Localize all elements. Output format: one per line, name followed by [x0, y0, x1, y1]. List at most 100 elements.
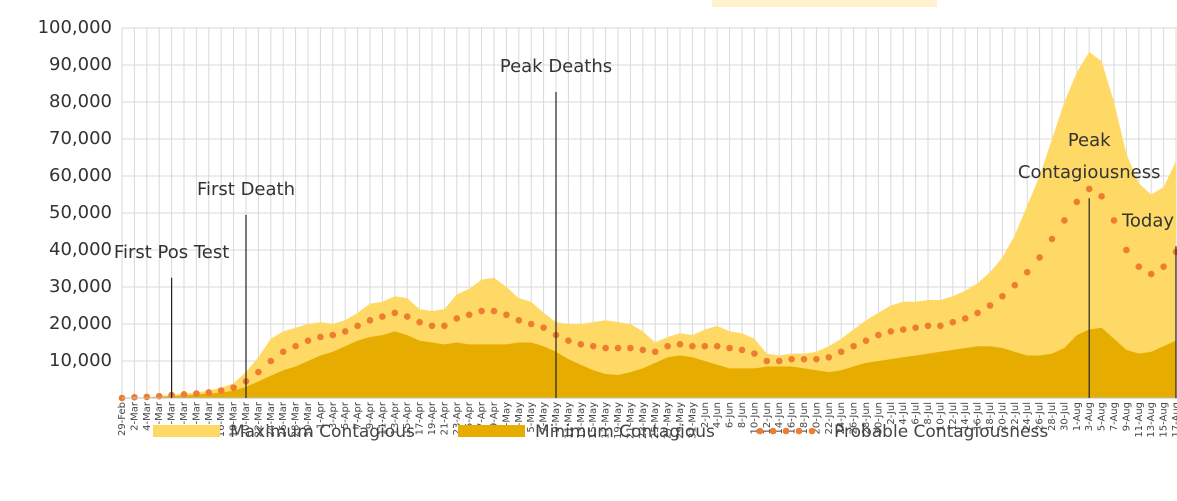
title-placeholder: [712, 0, 937, 7]
x-tick-label: 9-Aug: [1121, 402, 1132, 431]
dot: [478, 307, 485, 315]
dot: [713, 342, 721, 350]
dot: [180, 391, 188, 398]
x-tick-label: 10-Mar: [179, 401, 190, 437]
x-tick-label: 5-Apr: [340, 401, 351, 429]
x-tick-label: 8-Jun: [737, 402, 748, 428]
x-tick-label: 9-May: [551, 402, 562, 433]
x-tick-label: 5-Aug: [1097, 402, 1108, 431]
y-tick-label: 20,000: [49, 313, 112, 334]
dot: [1123, 246, 1130, 254]
dot: [1085, 185, 1093, 193]
x-tick-label: 7-Aug: [1109, 402, 1120, 431]
dot: [1061, 217, 1068, 224]
x-tick-label: 5-May: [526, 402, 537, 433]
dot: [503, 311, 510, 319]
dot: [279, 348, 287, 356]
x-tick-label: 14-Mar: [204, 401, 215, 437]
dot: [230, 384, 237, 391]
dot: [664, 342, 671, 350]
x-tick-label: 17-Aug: [1171, 402, 1177, 438]
dot: [205, 389, 213, 396]
dot: [1147, 270, 1155, 278]
x-tick-label: 25-May: [650, 402, 661, 439]
dot: [924, 322, 932, 330]
dot: [788, 355, 795, 363]
x-tick-label: 16-Jul: [973, 402, 984, 431]
dot: [850, 342, 857, 350]
x-tick-label: 18-Jul: [985, 402, 996, 431]
x-tick-label: 11-Apr: [377, 401, 388, 435]
area: [122, 327, 1176, 398]
x-tick-label: 18-Jun: [799, 402, 810, 435]
dot: [751, 350, 758, 357]
dot: [267, 357, 275, 365]
x-tick-label: 22-Mar: [253, 401, 264, 437]
x-tick-label: 7-Apr: [353, 401, 364, 429]
dot: [1011, 281, 1019, 289]
legend-label: Probable Contagiousness: [834, 422, 1048, 442]
dot: [726, 344, 733, 352]
x-tick-label: 20-Jul: [997, 402, 1008, 431]
x-tick-label: 4-Jul: [898, 402, 909, 425]
x-tick-label: 11-May: [563, 402, 574, 439]
y-tick-label: 10,000: [49, 350, 112, 371]
x-tick-label: 29-Apr: [489, 401, 500, 435]
dot: [701, 342, 709, 350]
dot: [366, 317, 374, 324]
legend-swatch: [756, 427, 764, 435]
x-tick-label: 19-Apr: [427, 401, 438, 435]
x-tick-label: 26-Mar: [278, 401, 289, 437]
x-tick-label: 14-Jul: [960, 402, 971, 431]
dot: [999, 292, 1006, 300]
annotation-label: Contagiousness: [1018, 162, 1161, 183]
y-tick-label: 50,000: [49, 202, 112, 223]
x-tick-label: 3-May: [514, 402, 525, 433]
x-tick-label: 7-May: [539, 402, 550, 433]
dot: [1160, 263, 1167, 270]
x-tick-label: 12-Jun: [762, 402, 773, 435]
legend-label: Maximum Contagious: [230, 422, 415, 442]
x-tick-label: 25-Apr: [464, 401, 475, 435]
dot: [800, 355, 808, 363]
x-tick-label: 6-Jul: [911, 402, 922, 425]
dot: [1110, 217, 1118, 224]
legend-swatch: [458, 425, 525, 437]
x-tick-label: 21-Apr: [439, 401, 450, 435]
x-tick-label: 24-Mar: [266, 401, 277, 437]
dot: [379, 313, 386, 320]
y-tick-label: 70,000: [49, 128, 112, 149]
y-tick-label: 40,000: [49, 239, 112, 260]
annotation-label: Today: [1121, 210, 1174, 231]
x-tick-label: 14-Jun: [774, 402, 785, 435]
x-tick-label: 10-Jun: [749, 402, 760, 435]
x-tick-label: 13-May: [576, 402, 587, 439]
dot: [540, 324, 547, 332]
dot: [391, 309, 399, 317]
dot: [837, 348, 845, 356]
x-tick-label: 12-Jul: [948, 402, 959, 431]
dot: [614, 344, 622, 352]
x-tick-label: 1-Apr: [315, 401, 326, 429]
x-tick-label: 6-Mar: [154, 401, 165, 431]
dot: [813, 355, 820, 363]
dot: [527, 320, 535, 328]
dot: [354, 322, 361, 330]
dot: [937, 322, 944, 330]
dot: [193, 390, 200, 397]
annotation-label: Peak Deaths: [500, 56, 612, 77]
x-tick-label: 9-Apr: [365, 401, 376, 429]
x-tick-label: 15-Apr: [402, 401, 413, 435]
x-tick-label: 28-Mar: [291, 401, 302, 437]
dot: [1098, 193, 1105, 200]
x-tick-label: 20-Jun: [811, 402, 822, 435]
x-tick-label: 30-Mar: [303, 401, 314, 437]
dot: [589, 342, 597, 350]
dot: [465, 311, 473, 319]
annotation-label: Peak: [1068, 130, 1111, 151]
dot: [602, 344, 609, 352]
x-tick-label: 17-May: [601, 402, 612, 439]
x-tick-label: 16-Mar: [216, 401, 227, 437]
dot: [131, 393, 138, 401]
annotation-label: First Death: [197, 179, 295, 200]
